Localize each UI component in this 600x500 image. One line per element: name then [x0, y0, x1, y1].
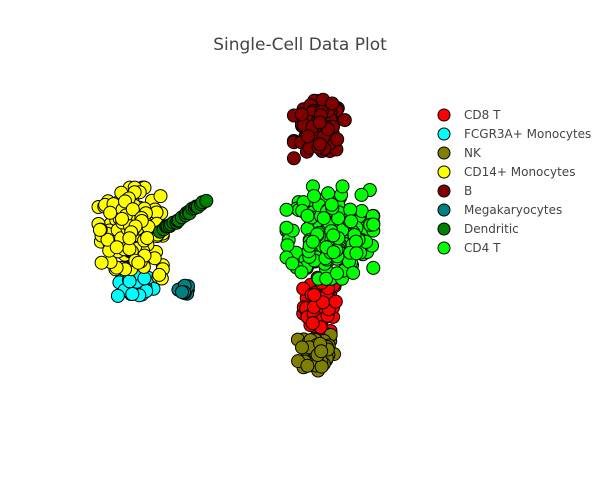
legend-item[interactable]: CD4 T — [437, 241, 501, 255]
legend-label: CD14+ Monocytes — [464, 165, 575, 179]
data-point — [326, 228, 341, 243]
data-point — [328, 294, 343, 309]
legend-label: Megakaryocytes — [464, 203, 562, 217]
data-point — [325, 96, 340, 111]
data-point — [307, 189, 321, 203]
data-point — [312, 115, 327, 130]
series-megakaryocytes — [171, 278, 195, 301]
data-point — [295, 340, 309, 355]
legend-item[interactable]: CD14+ Monocytes — [437, 165, 575, 179]
legend-label: CD8 T — [464, 108, 501, 122]
data-point — [319, 271, 334, 286]
points-layer — [91, 92, 381, 378]
data-point — [94, 255, 109, 270]
legend-label: FCGR3A+ Monocytes — [464, 127, 591, 141]
data-point — [131, 255, 146, 270]
legend-item[interactable]: NK — [437, 146, 482, 160]
data-point — [354, 187, 369, 202]
data-point — [330, 132, 345, 147]
data-point — [314, 359, 329, 374]
data-point — [316, 211, 331, 226]
data-point — [286, 151, 301, 166]
data-point — [305, 316, 320, 331]
data-point — [199, 193, 214, 208]
data-point — [324, 197, 339, 212]
data-point — [294, 265, 309, 280]
data-point — [140, 231, 155, 245]
data-point — [285, 256, 300, 271]
series-nk — [290, 328, 341, 378]
data-point — [122, 274, 137, 289]
legend-item[interactable]: Dendritic — [437, 222, 519, 236]
data-point — [152, 267, 167, 282]
legend-marker — [437, 222, 451, 236]
data-point — [349, 246, 364, 261]
legend-label: NK — [464, 146, 482, 160]
data-point — [366, 260, 381, 275]
data-point — [175, 285, 189, 300]
legend-marker — [437, 184, 451, 198]
data-point — [92, 222, 107, 237]
data-point — [346, 265, 361, 280]
data-point — [109, 240, 124, 255]
legend-marker — [437, 127, 451, 141]
data-point — [122, 231, 137, 246]
legend-item[interactable]: Megakaryocytes — [437, 203, 562, 217]
series-b — [286, 92, 352, 166]
data-point — [337, 113, 352, 128]
series-cd14-monocytes — [91, 180, 170, 286]
data-point — [279, 220, 294, 235]
data-point — [280, 238, 295, 253]
data-point — [314, 344, 329, 359]
data-point — [103, 205, 118, 220]
data-point — [100, 232, 115, 247]
legend-label: CD4 T — [464, 241, 501, 255]
data-point — [115, 211, 129, 226]
legend-item[interactable]: CD8 T — [437, 108, 501, 122]
legend-label: Dendritic — [464, 222, 519, 236]
data-point — [294, 107, 309, 122]
data-point — [335, 179, 350, 194]
data-point — [313, 137, 327, 152]
data-point — [343, 202, 358, 217]
data-point — [125, 202, 140, 217]
data-point — [366, 217, 381, 232]
data-point — [110, 288, 125, 303]
legend-label: B — [464, 184, 472, 198]
legend-marker — [437, 203, 451, 217]
legend-marker — [437, 108, 451, 122]
data-point — [326, 245, 341, 260]
legend-item[interactable]: FCGR3A+ Monocytes — [437, 127, 591, 141]
data-point — [344, 214, 359, 229]
series-cd4-t — [279, 179, 381, 286]
data-point — [307, 288, 322, 302]
data-point — [330, 266, 344, 281]
data-point — [300, 129, 315, 144]
chart-title: Single-Cell Data Plot — [213, 35, 387, 55]
series-dendritic — [153, 193, 214, 239]
data-point — [321, 186, 336, 201]
legend-marker — [437, 146, 451, 160]
legend[interactable]: CD8 T FCGR3A+ Monocytes NK CD14+ Monocytes B… — [437, 108, 591, 255]
data-point — [279, 202, 294, 217]
data-point — [125, 287, 140, 301]
data-point — [153, 189, 168, 204]
data-point — [349, 234, 363, 249]
data-point — [300, 358, 315, 373]
legend-item[interactable]: B — [437, 184, 472, 198]
data-point — [305, 234, 320, 249]
legend-marker — [437, 165, 451, 179]
data-point — [300, 208, 315, 223]
legend-marker — [437, 241, 451, 255]
